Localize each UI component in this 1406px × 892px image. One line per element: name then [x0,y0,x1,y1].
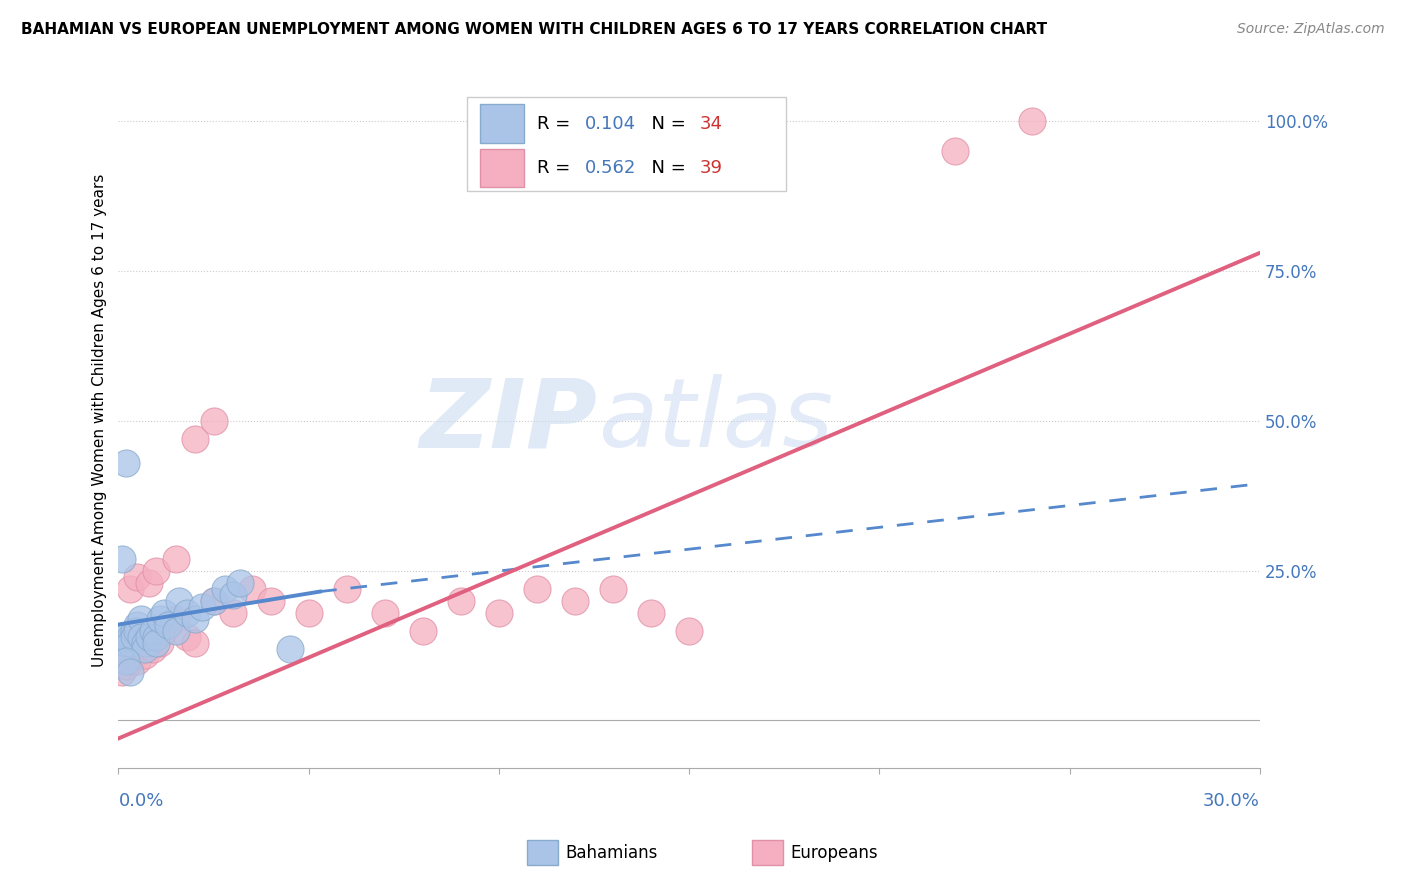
Point [640,606,662,620]
Point [118,635,141,649]
Point [129,611,152,625]
Point [127,653,149,667]
Point [678,624,700,638]
Point [176,606,198,620]
Point [183,635,205,649]
Point [111,665,134,680]
Point [118,653,141,667]
Point [183,611,205,625]
Text: 0.562: 0.562 [585,159,637,177]
Point [145,564,167,578]
Text: 39: 39 [699,159,723,177]
Point [127,624,149,638]
Point [183,432,205,446]
Text: 30.0%: 30.0% [1204,792,1260,811]
Point [240,582,263,596]
Point [118,630,141,644]
Text: 34: 34 [699,114,723,133]
Point [153,624,176,638]
Point [138,575,160,590]
Point [526,582,548,596]
Y-axis label: Unemployment Among Women with Children Ages 6 to 17 years: Unemployment Among Women with Children A… [93,174,107,667]
Point [221,588,243,602]
Point [142,624,165,638]
Point [145,630,167,644]
Point [122,648,145,662]
Point [134,635,156,649]
Point [115,456,138,470]
Text: Europeans: Europeans [790,844,877,862]
Point [156,617,179,632]
FancyBboxPatch shape [481,149,523,186]
Point [202,414,225,428]
Point [115,630,138,644]
Point [374,606,396,620]
Point [165,551,187,566]
Point [129,641,152,656]
Point [165,611,187,625]
Text: ZIP: ZIP [420,375,598,467]
Point [115,653,138,667]
Point [142,641,165,656]
Point [127,569,149,583]
Text: Bahamians: Bahamians [565,844,658,862]
Point [602,582,624,596]
Text: 0.104: 0.104 [585,114,637,133]
Point [214,582,236,596]
Text: 0.0%: 0.0% [118,792,165,811]
Point [564,593,586,607]
Point [115,635,138,649]
Point [336,582,359,596]
Text: R =: R = [537,114,576,133]
Text: atlas: atlas [598,375,832,467]
Text: R =: R = [537,159,576,177]
Point [122,624,145,638]
Point [118,665,141,680]
Point [118,582,141,596]
Point [153,606,176,620]
Point [111,551,134,566]
Point [165,624,187,638]
Point [202,593,225,607]
Point [134,641,156,656]
Point [202,593,225,607]
Text: Source: ZipAtlas.com: Source: ZipAtlas.com [1237,22,1385,37]
Point [1021,114,1043,128]
FancyBboxPatch shape [481,104,523,143]
Point [134,648,156,662]
Point [221,606,243,620]
Point [149,611,172,625]
Point [145,630,167,644]
Text: N =: N = [640,159,692,177]
Text: N =: N = [640,114,692,133]
Point [145,635,167,649]
Point [278,641,301,656]
Point [111,641,134,656]
Point [412,624,434,638]
Point [488,606,510,620]
Point [122,630,145,644]
Point [450,593,472,607]
Point [945,144,967,158]
Point [138,635,160,649]
Point [191,599,214,614]
Point [259,593,281,607]
Point [149,635,172,649]
Point [127,617,149,632]
Point [229,575,252,590]
Point [169,593,191,607]
Text: BAHAMIAN VS EUROPEAN UNEMPLOYMENT AMONG WOMEN WITH CHILDREN AGES 6 TO 17 YEARS C: BAHAMIAN VS EUROPEAN UNEMPLOYMENT AMONG … [21,22,1047,37]
Point [176,630,198,644]
Point [138,630,160,644]
Point [129,630,152,644]
Point [298,606,321,620]
Point [115,659,138,673]
FancyBboxPatch shape [467,97,786,191]
